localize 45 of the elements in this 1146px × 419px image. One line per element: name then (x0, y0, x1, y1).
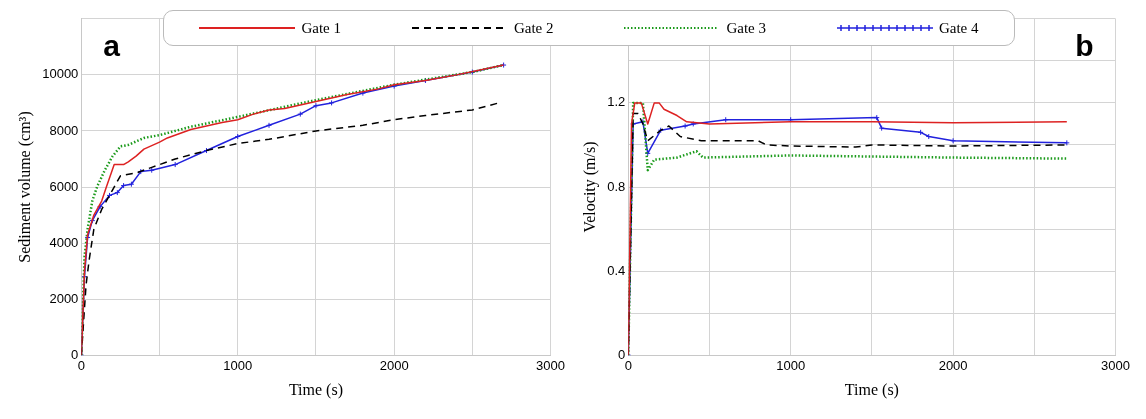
y-tick-label: 0.8 (607, 178, 626, 194)
point (682, 123, 689, 130)
annotation: a (103, 29, 121, 63)
x-tick-label: 3000 (536, 357, 565, 373)
y-tick-label: 4000 (49, 234, 79, 250)
point (917, 129, 924, 136)
x-axis-title: Time (s) (288, 380, 343, 399)
legend-label: Gate 2 (513, 19, 554, 37)
point (328, 99, 335, 106)
x-tick-label: 1000 (223, 357, 253, 373)
x-axis-title: Time (s) (844, 380, 899, 399)
point (950, 137, 957, 144)
point (106, 192, 113, 199)
point (312, 102, 319, 109)
y-tick-label: 10000 (42, 66, 79, 82)
y-tick-label: 6000 (49, 178, 79, 194)
y-axis-title: Velocity (m/s) (580, 141, 599, 233)
point (925, 133, 932, 140)
y-tick-label: 8000 (49, 122, 79, 138)
y-axis-title: Sediment volume (cm³) (15, 111, 34, 263)
point (148, 167, 155, 174)
point (266, 122, 273, 129)
point (172, 161, 179, 168)
legend-label: Gate 4 (938, 19, 979, 37)
point (234, 133, 241, 140)
legend-label: Gate 1 (301, 19, 342, 37)
x-tick-label: 1000 (776, 357, 806, 373)
point (297, 111, 304, 118)
point (120, 182, 127, 189)
y-tick-label: 1.2 (607, 94, 626, 110)
x-tick-label: 2000 (938, 357, 968, 373)
y-tick-label: 2000 (49, 290, 79, 306)
y-tick-label: 0 (618, 346, 626, 362)
x-tick-label: 2000 (379, 357, 409, 373)
annotation: b (1075, 29, 1094, 63)
point (878, 125, 885, 132)
point (722, 116, 729, 123)
point (873, 114, 880, 121)
point (114, 189, 121, 196)
x-tick-label: 3000 (1101, 357, 1130, 373)
y-tick-label: 0 (71, 346, 79, 362)
y-tick-label: 0.4 (607, 262, 626, 278)
point (128, 181, 135, 188)
point (690, 120, 697, 127)
legend-label: Gate 3 (726, 19, 767, 37)
